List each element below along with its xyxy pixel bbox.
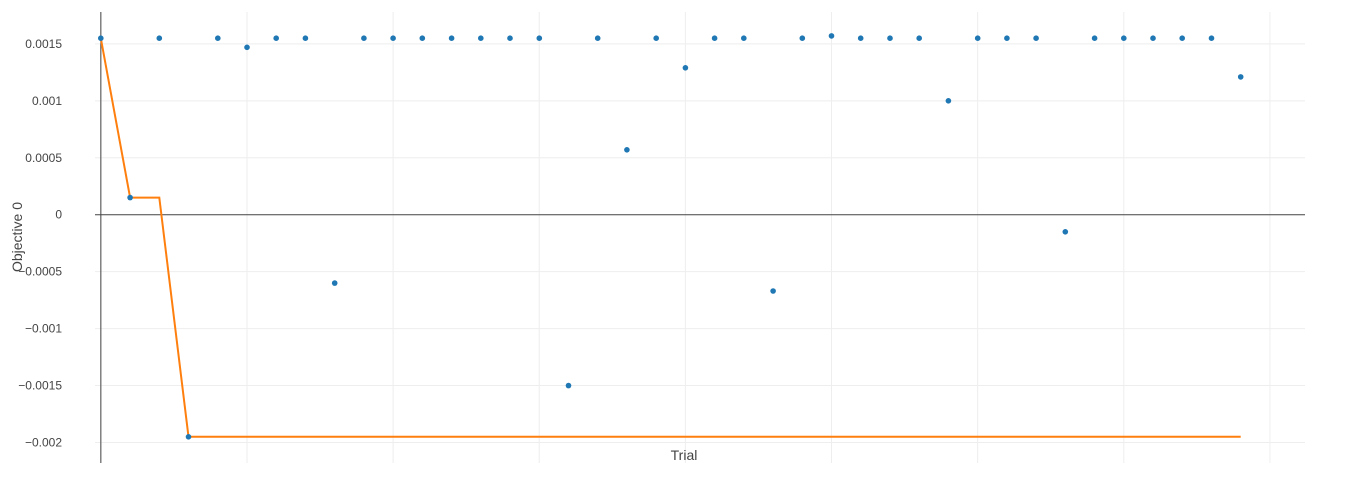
trial-point [653,35,659,41]
trial-point [1062,229,1069,235]
trial-point [302,35,309,41]
trial-point [1179,35,1185,41]
y-tick-label: −0.001 [25,322,62,336]
trial-point [770,288,776,294]
objective-points [98,33,1244,440]
best-value-line [99,38,1241,438]
trial-point [185,434,192,440]
trial-point [273,35,280,41]
trial-point [361,35,367,41]
trial-point [127,194,133,201]
trial-point [1237,74,1244,80]
y-axis-title: Objective 0 [9,202,25,272]
trial-point [682,65,689,71]
y-tick-label: 0 [55,208,62,222]
y-tick-label: 0.001 [32,94,62,108]
y-tick-label: 0.0015 [25,37,62,51]
trial-point [857,35,864,41]
trial-point [536,35,543,41]
trial-point [1033,35,1039,41]
x-gridlines [100,12,1271,463]
trial-point [1121,35,1127,41]
trial-point [1004,35,1010,41]
trial-point [156,35,163,41]
best-value-line-layer [99,38,1241,438]
trial-point [478,35,484,41]
y-tick-labels: 0.0015 0.001 0.0005 0 −0.0005 −0.001 −0.0015 −0… [18,37,62,450]
trial-point [741,35,747,41]
trial-point [331,280,338,286]
trial-point [1208,35,1215,41]
trial-point [390,35,396,41]
trial-point [1150,35,1156,41]
trial-point [916,35,922,41]
trial-point [945,98,952,104]
x-axis-title: Trial [671,447,698,463]
y-tick-label: −0.002 [25,436,62,450]
trial-point [1091,35,1098,41]
trial-point [419,35,426,41]
trial-point [565,382,572,389]
trial-point [887,35,893,41]
trial-point [974,35,981,41]
trial-point [799,35,806,41]
trial-point [244,44,250,51]
trial-point [215,35,221,41]
trial-point [507,35,513,41]
y-tick-label: −0.0005 [18,265,62,279]
axes [95,12,1305,463]
y-gridlines [95,43,1305,443]
trial-point [828,33,835,39]
trial-point [98,35,104,41]
trial-point [624,147,630,153]
trial-point [594,35,601,41]
y-tick-label: 0.0005 [25,151,62,165]
trial-point [448,35,455,41]
y-tick-label: −0.0015 [18,379,62,393]
trial-point [711,35,718,41]
